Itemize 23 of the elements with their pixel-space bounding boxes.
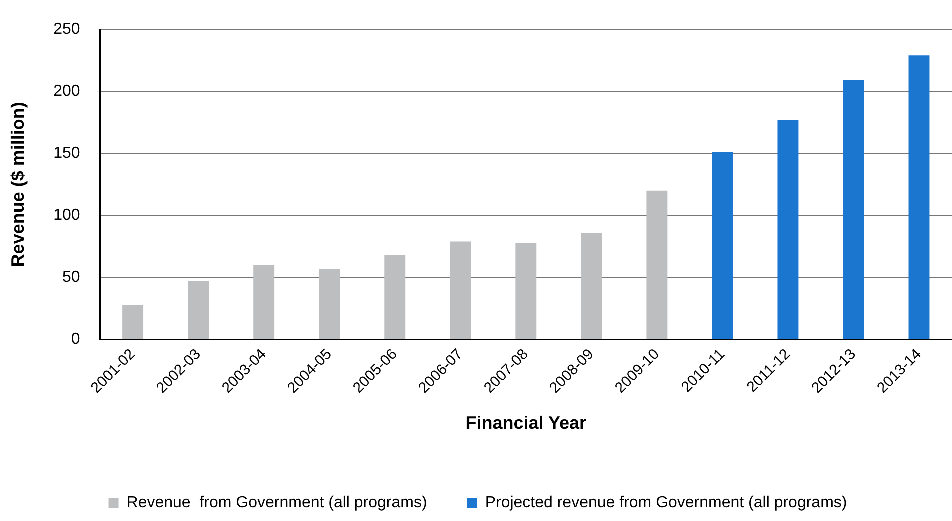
y-tick-label: 250 — [54, 21, 80, 38]
legend-label: Revenue from Government (all programs) — [126, 494, 428, 512]
y-tick-label: 50 — [62, 269, 80, 286]
y-tick-label: 100 — [54, 207, 80, 224]
y-tick-label: 200 — [54, 83, 80, 100]
y-tick-label: 150 — [54, 145, 80, 162]
bar — [646, 190, 668, 339]
bar — [122, 305, 144, 339]
bar — [450, 242, 472, 339]
bar — [778, 120, 799, 339]
bar — [384, 255, 406, 339]
bar — [581, 233, 602, 339]
bar — [319, 269, 340, 339]
bar — [712, 152, 734, 339]
bar — [188, 281, 210, 339]
x-axis-title: Financial Year — [466, 413, 587, 434]
bar — [843, 80, 864, 339]
y-tick-label: 0 — [71, 331, 80, 348]
bar — [254, 265, 275, 339]
bar — [908, 56, 930, 339]
legend-label: Projected revenue from Government (all programs) — [485, 494, 848, 512]
bar — [516, 242, 537, 339]
y-axis-title: Revenue ($ million) — [8, 102, 28, 268]
